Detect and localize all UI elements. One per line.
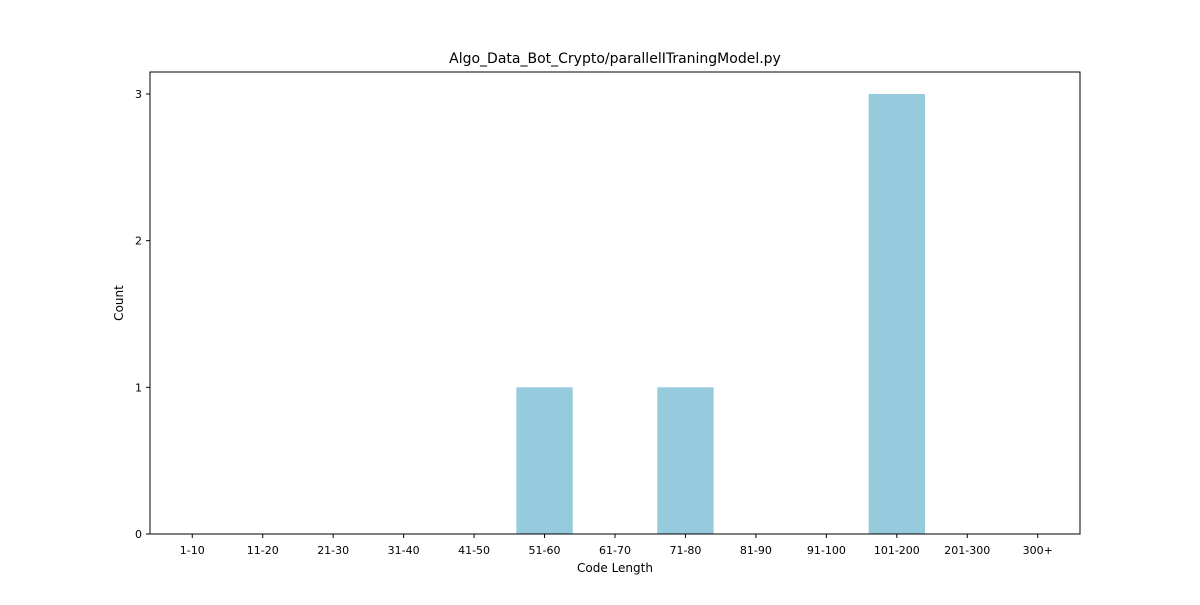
x-tick-label: 61-70 (599, 544, 631, 557)
x-tick-label: 41-50 (458, 544, 490, 557)
plot-frame (149, 71, 1081, 535)
x-tick-label: 51-60 (529, 544, 561, 557)
x-axis-label: Code Length (577, 561, 653, 575)
bar-51-60 (516, 387, 573, 534)
bar-71-80 (657, 387, 714, 534)
y-tick-label: 2 (135, 235, 142, 248)
x-tick-label: 1-10 (180, 544, 205, 557)
y-tick-label: 0 (135, 528, 142, 541)
x-tick-label: 81-90 (740, 544, 772, 557)
x-tick-label: 300+ (1023, 544, 1053, 557)
y-axis-ticks: 0 1 2 3 (135, 88, 150, 541)
chart-title: Algo_Data_Bot_Crypto/parallelITraningMod… (449, 51, 781, 67)
x-tick-label: 11-20 (247, 544, 279, 557)
x-tick-label: 21-30 (317, 544, 349, 557)
x-tick-label: 31-40 (388, 544, 420, 557)
x-tick-label: 101-200 (874, 544, 920, 557)
bars-layer (516, 94, 925, 534)
y-tick-label: 1 (135, 381, 142, 394)
bar-101-200 (868, 94, 925, 534)
y-axis-label: Count (112, 285, 126, 321)
x-tick-label: 71-80 (669, 544, 701, 557)
x-axis-ticks: 1-10 11-20 21-30 31-40 41-50 51-60 61-70 71-80 8… (180, 534, 1053, 557)
x-tick-label: 91-100 (807, 544, 846, 557)
y-tick-label: 3 (135, 88, 142, 101)
x-tick-label: 201-300 (944, 544, 990, 557)
